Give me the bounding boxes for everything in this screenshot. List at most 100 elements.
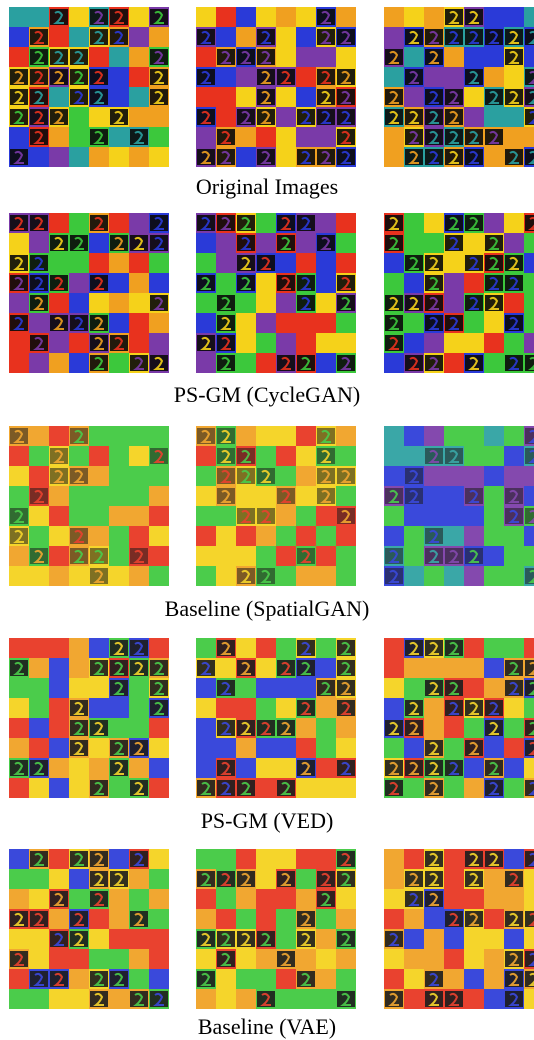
texture-cell bbox=[524, 929, 534, 949]
digit-cell bbox=[30, 129, 48, 145]
digit-glyph bbox=[133, 992, 144, 1006]
digit-glyph bbox=[408, 110, 419, 124]
digit-glyph bbox=[428, 356, 439, 370]
digit-cell bbox=[130, 355, 148, 371]
texture-cell bbox=[464, 718, 484, 738]
texture-cell bbox=[236, 147, 256, 167]
digit-cell bbox=[130, 780, 148, 796]
texture-cell bbox=[276, 546, 296, 566]
digit-glyph bbox=[93, 661, 104, 675]
digit-glyph bbox=[428, 892, 439, 906]
digit-glyph bbox=[280, 236, 291, 250]
digit-cell bbox=[50, 971, 68, 987]
texture-cell bbox=[424, 566, 444, 586]
digit-glyph bbox=[13, 509, 24, 523]
digit-glyph bbox=[113, 661, 124, 675]
texture-cell bbox=[276, 929, 296, 949]
digit-cell bbox=[70, 911, 88, 927]
digit-glyph bbox=[428, 90, 439, 104]
digit-cell bbox=[257, 69, 275, 85]
digit-cell bbox=[425, 49, 443, 65]
digit-glyph bbox=[300, 356, 311, 370]
digit-glyph bbox=[220, 316, 231, 330]
digit-cell bbox=[485, 720, 503, 736]
digit-cell bbox=[405, 891, 423, 907]
texture-cell bbox=[256, 738, 276, 758]
digit-glyph bbox=[13, 761, 24, 775]
caption-baseline-spatialgan: Baseline (SpatialGAN) bbox=[164, 596, 370, 621]
digit-cell bbox=[257, 991, 275, 1007]
texture-cell bbox=[296, 486, 316, 506]
texture-cell bbox=[236, 127, 256, 147]
digit-glyph bbox=[200, 336, 211, 350]
digit-cell bbox=[485, 295, 503, 311]
digit-glyph bbox=[488, 276, 499, 290]
image-svg bbox=[196, 213, 356, 373]
texture-cell bbox=[276, 426, 296, 446]
texture-cell bbox=[316, 546, 336, 566]
texture-cell bbox=[69, 213, 89, 233]
texture-cell bbox=[504, 698, 524, 718]
texture-cell bbox=[424, 7, 444, 27]
digit-glyph bbox=[53, 236, 64, 250]
digit-glyph bbox=[468, 549, 479, 563]
texture-cell bbox=[216, 909, 236, 929]
digit-glyph bbox=[260, 50, 271, 64]
digit-cell bbox=[197, 660, 215, 676]
texture-cell bbox=[316, 698, 336, 718]
texture-cell bbox=[109, 47, 129, 67]
digit-glyph bbox=[388, 721, 399, 735]
digit-cell bbox=[70, 69, 88, 85]
texture-cell bbox=[196, 546, 216, 566]
digit-glyph bbox=[388, 316, 399, 330]
texture-cell bbox=[49, 27, 69, 47]
digit-glyph bbox=[528, 150, 534, 164]
texture-cell bbox=[196, 526, 216, 546]
digit-cell bbox=[425, 149, 443, 165]
texture-cell bbox=[256, 758, 276, 778]
digit-cell bbox=[70, 548, 88, 564]
texture-cell bbox=[49, 253, 69, 273]
digit-glyph bbox=[240, 216, 251, 230]
digit-cell bbox=[217, 355, 235, 371]
texture-cell bbox=[384, 253, 404, 273]
texture-cell bbox=[316, 127, 336, 147]
digit-glyph bbox=[300, 661, 311, 675]
texture-cell bbox=[149, 526, 169, 546]
digit-glyph bbox=[260, 70, 271, 84]
texture-cell bbox=[296, 738, 316, 758]
digit-glyph bbox=[260, 30, 271, 44]
texture-cell bbox=[424, 909, 444, 929]
digit-glyph bbox=[508, 489, 519, 503]
texture-cell bbox=[464, 107, 484, 127]
digit-glyph bbox=[33, 130, 44, 144]
texture-cell bbox=[316, 909, 336, 929]
digit-cell bbox=[110, 335, 128, 351]
texture-cell bbox=[69, 678, 89, 698]
texture-cell bbox=[484, 638, 504, 658]
texture-cell bbox=[9, 566, 29, 586]
texture-cell bbox=[149, 778, 169, 798]
digit-glyph bbox=[388, 992, 399, 1006]
digit-cell bbox=[90, 355, 108, 371]
texture-cell bbox=[316, 969, 336, 989]
digit-cell bbox=[525, 69, 534, 85]
digit-glyph bbox=[388, 216, 399, 230]
texture-cell bbox=[29, 929, 49, 949]
digit-glyph bbox=[508, 681, 519, 695]
digit-cell bbox=[465, 911, 483, 927]
texture-cell bbox=[129, 758, 149, 778]
digit-cell bbox=[485, 235, 503, 251]
digit-cell bbox=[465, 700, 483, 716]
texture-cell bbox=[109, 147, 129, 167]
texture-cell bbox=[149, 253, 169, 273]
texture-cell bbox=[404, 526, 424, 546]
digit-glyph bbox=[113, 336, 124, 350]
texture-cell bbox=[384, 273, 404, 293]
texture-cell bbox=[404, 426, 424, 446]
digit-cell bbox=[277, 235, 295, 251]
digit-glyph bbox=[280, 356, 291, 370]
texture-cell bbox=[9, 353, 29, 373]
digit-glyph bbox=[468, 912, 479, 926]
digit-cell bbox=[70, 528, 88, 544]
